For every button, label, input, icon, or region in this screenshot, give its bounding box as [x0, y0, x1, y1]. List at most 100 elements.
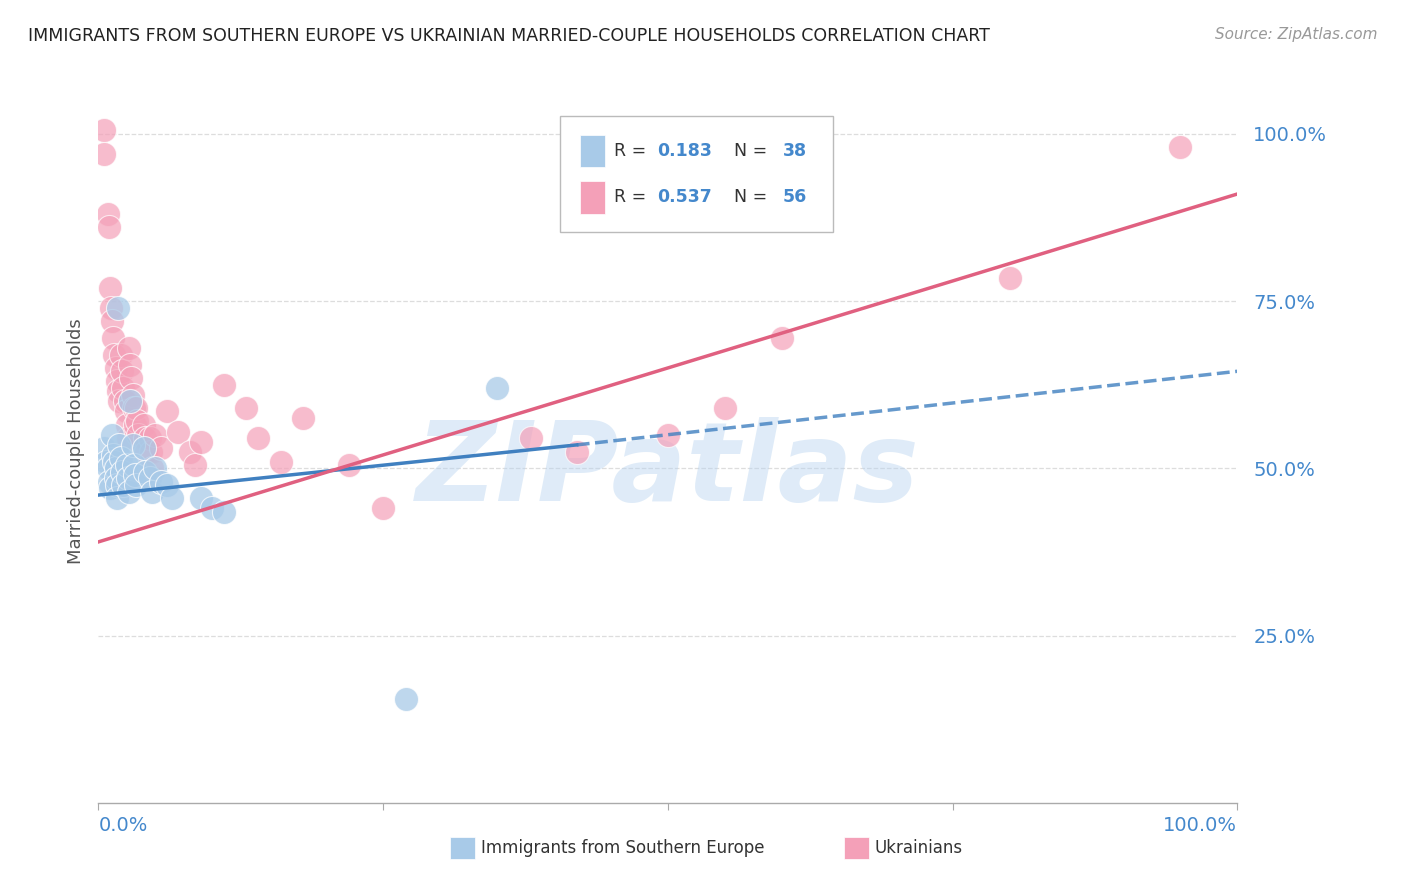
- Point: [104, 461, 127, 475]
- Point: [292, 411, 315, 425]
- Point: [108, 438, 131, 452]
- Point: [121, 387, 143, 401]
- Point: [139, 444, 162, 458]
- Point: [100, 301, 122, 315]
- Text: 56: 56: [783, 188, 807, 206]
- Point: [103, 455, 125, 469]
- Point: [105, 491, 128, 506]
- Point: [105, 375, 128, 389]
- Point: [132, 442, 155, 455]
- Text: ZIPatlas: ZIPatlas: [416, 417, 920, 524]
- Text: 0.0%: 0.0%: [98, 816, 148, 835]
- Point: [150, 475, 173, 489]
- Point: [162, 491, 184, 506]
- Text: Source: ZipAtlas.com: Source: ZipAtlas.com: [1215, 27, 1378, 42]
- Point: [98, 281, 121, 295]
- Point: [184, 458, 207, 472]
- Point: [167, 425, 190, 439]
- Point: [98, 482, 121, 496]
- Point: [141, 461, 163, 475]
- Point: [246, 431, 269, 445]
- Point: [145, 427, 167, 442]
- Point: [103, 348, 125, 362]
- Point: [150, 442, 173, 455]
- Point: [111, 465, 134, 479]
- Point: [93, 442, 115, 455]
- Text: 38: 38: [783, 142, 807, 160]
- Point: [235, 401, 257, 416]
- Point: [122, 401, 145, 416]
- Text: 0.183: 0.183: [658, 142, 713, 160]
- Point: [212, 505, 235, 519]
- Text: N =: N =: [723, 142, 772, 160]
- Point: [190, 434, 212, 449]
- Point: [96, 461, 118, 475]
- Point: [337, 458, 360, 472]
- Point: [101, 314, 124, 328]
- Text: 100.0%: 100.0%: [1163, 816, 1237, 835]
- Point: [97, 475, 120, 489]
- Point: [117, 471, 139, 485]
- Point: [105, 478, 128, 492]
- Point: [212, 377, 235, 392]
- Point: [520, 431, 543, 445]
- Point: [190, 491, 212, 506]
- Point: [104, 361, 127, 376]
- Point: [125, 401, 148, 416]
- Point: [114, 394, 136, 409]
- Point: [110, 451, 132, 466]
- Point: [103, 331, 125, 345]
- Point: [115, 458, 138, 472]
- Point: [125, 478, 148, 492]
- Point: [120, 394, 142, 409]
- Point: [395, 692, 418, 706]
- Point: [121, 438, 143, 452]
- Point: [179, 444, 201, 458]
- Point: [124, 417, 146, 432]
- Point: [657, 427, 679, 442]
- Point: [714, 401, 737, 416]
- Point: [93, 147, 115, 161]
- Point: [998, 270, 1021, 285]
- Text: Ukrainians: Ukrainians: [875, 839, 963, 857]
- Point: [565, 444, 588, 458]
- Point: [112, 381, 135, 395]
- Point: [96, 207, 118, 221]
- Point: [107, 384, 129, 399]
- Y-axis label: Married-couple Households: Married-couple Households: [66, 318, 84, 565]
- Point: [97, 220, 120, 235]
- Point: [118, 484, 141, 499]
- Point: [115, 417, 138, 432]
- Point: [114, 404, 136, 418]
- Point: [770, 331, 793, 345]
- Point: [124, 467, 146, 482]
- Point: [132, 417, 155, 432]
- FancyBboxPatch shape: [581, 135, 605, 167]
- FancyBboxPatch shape: [581, 181, 605, 214]
- Point: [127, 414, 149, 429]
- Point: [1170, 140, 1192, 154]
- Point: [120, 358, 142, 372]
- Text: Immigrants from Southern Europe: Immigrants from Southern Europe: [481, 839, 765, 857]
- Point: [120, 371, 142, 385]
- Point: [118, 341, 141, 355]
- Point: [101, 427, 124, 442]
- FancyBboxPatch shape: [560, 116, 832, 232]
- Text: IMMIGRANTS FROM SOUTHERN EUROPE VS UKRAINIAN MARRIED-COUPLE HOUSEHOLDS CORRELATI: IMMIGRANTS FROM SOUTHERN EUROPE VS UKRAI…: [28, 27, 990, 45]
- Point: [371, 501, 394, 516]
- Point: [117, 431, 139, 445]
- Point: [134, 431, 156, 445]
- Point: [110, 348, 132, 362]
- Point: [127, 427, 149, 442]
- Text: R =: R =: [614, 142, 652, 160]
- Point: [112, 478, 135, 492]
- Point: [122, 458, 145, 472]
- Point: [141, 484, 163, 499]
- Point: [135, 444, 157, 458]
- Point: [107, 301, 129, 315]
- Point: [145, 461, 167, 475]
- Point: [104, 471, 127, 485]
- Point: [138, 471, 160, 485]
- Text: 0.537: 0.537: [658, 188, 713, 206]
- Point: [111, 364, 134, 378]
